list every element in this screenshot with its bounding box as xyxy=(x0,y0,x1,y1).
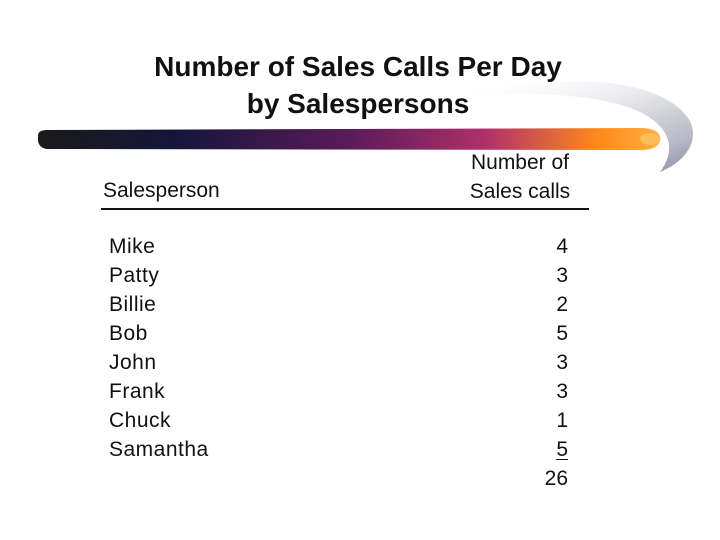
sales-calls-total: 26 xyxy=(544,467,568,490)
sales-calls-value: 1 xyxy=(556,409,568,432)
sales-calls-value-list: 4 3 2 5 3 3 1 5 xyxy=(520,232,568,464)
salesperson-name: Samantha xyxy=(109,438,209,461)
column-header-salesperson: Salesperson xyxy=(103,179,220,202)
header-divider-rule xyxy=(101,208,589,210)
swoosh-bar-shape xyxy=(38,128,661,150)
column-header-sales-calls-line-1: Number of xyxy=(470,151,570,174)
column-header-sales-calls: Number of Sales calls xyxy=(450,148,590,206)
slide-title-line-1: Number of Sales Calls Per Day xyxy=(154,51,562,82)
sales-calls-value: 3 xyxy=(556,380,568,403)
sales-calls-value: 4 xyxy=(556,235,568,258)
slide-title: Number of Sales Calls Per Day by Salespe… xyxy=(60,48,656,122)
salesperson-name: Patty xyxy=(109,264,160,287)
swoosh-highlight-shape xyxy=(640,133,660,145)
salesperson-name: John xyxy=(109,351,157,374)
sales-calls-value: 2 xyxy=(556,293,568,316)
salesperson-name: Mike xyxy=(109,235,156,258)
salesperson-name: Billie xyxy=(109,293,157,316)
sales-calls-value: 3 xyxy=(556,351,568,374)
salesperson-name: Bob xyxy=(109,322,148,345)
sales-calls-value: 5 xyxy=(556,322,568,345)
salesperson-name: Chuck xyxy=(109,409,172,432)
salesperson-name: Frank xyxy=(109,380,166,403)
sales-calls-value-underlined: 5 xyxy=(556,438,568,461)
salesperson-name-list: Mike Patty Billie Bob John Frank Chuck S… xyxy=(109,232,209,464)
swoosh-arc-shape xyxy=(470,80,693,172)
column-header-sales-calls-line-2: Sales calls xyxy=(469,180,571,203)
sales-calls-value: 3 xyxy=(556,264,568,287)
slide-title-line-2: by Salespersons xyxy=(246,88,470,119)
